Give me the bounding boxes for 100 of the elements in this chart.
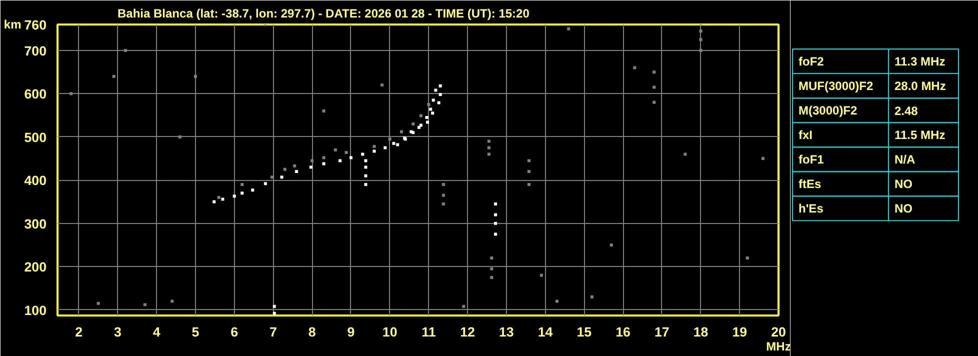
point <box>338 159 342 162</box>
point <box>761 157 764 160</box>
point <box>372 144 376 148</box>
point <box>699 29 702 32</box>
y-tick-label: 300 <box>24 216 47 232</box>
point <box>490 276 494 279</box>
point <box>746 256 749 260</box>
point <box>434 88 438 92</box>
point <box>490 267 494 270</box>
x-tick-label: 17 <box>654 324 670 340</box>
point <box>590 295 594 298</box>
category-label: fxI <box>798 128 813 142</box>
point <box>194 74 197 78</box>
point <box>438 84 442 88</box>
point <box>349 156 352 160</box>
point <box>264 182 267 186</box>
text: 11.3 MHz <box>894 54 946 68</box>
y-tick-label: 200 <box>24 260 47 275</box>
category-label: M(3000)F2 <box>798 103 858 118</box>
point <box>322 156 326 160</box>
point <box>699 48 702 52</box>
point <box>633 66 636 70</box>
x-tick-label: 12 <box>460 324 475 340</box>
point <box>212 200 216 204</box>
point <box>178 135 182 138</box>
point <box>442 194 445 197</box>
category-label: foF1 <box>798 152 824 166</box>
point <box>684 152 687 156</box>
point <box>699 38 702 42</box>
point <box>240 182 244 186</box>
point <box>295 170 298 174</box>
x-tick-label: 5 <box>192 324 200 340</box>
point <box>462 304 466 308</box>
point <box>124 48 128 52</box>
point <box>364 159 368 162</box>
point <box>380 84 384 87</box>
point <box>494 232 498 236</box>
x-tick-label: 4 <box>152 324 161 340</box>
x-tick-label: 8 <box>308 324 316 340</box>
point <box>170 300 174 303</box>
point <box>426 120 430 124</box>
point <box>442 202 445 206</box>
x-tick-label: 13 <box>499 324 514 340</box>
point <box>487 152 490 156</box>
point <box>344 150 348 154</box>
text: NO <box>894 201 912 216</box>
point <box>384 146 387 150</box>
y-tick-label: 760 <box>24 18 47 32</box>
point <box>293 164 296 168</box>
point <box>372 150 376 153</box>
y-tick-label: 100 <box>24 302 47 318</box>
point <box>432 98 435 102</box>
point <box>364 182 368 186</box>
text: 2.48 <box>894 104 918 118</box>
point <box>527 159 530 162</box>
point <box>310 159 314 162</box>
point <box>490 256 494 260</box>
point <box>494 213 498 216</box>
point <box>217 196 220 199</box>
point <box>429 108 432 111</box>
point <box>364 174 368 178</box>
x-tick-label: 3 <box>114 324 122 340</box>
point <box>419 114 422 118</box>
point <box>232 194 236 198</box>
x-tick-label: 11 <box>422 324 436 340</box>
x-tick-label: 14 <box>538 324 554 340</box>
point <box>221 198 224 201</box>
point <box>540 274 543 277</box>
chart-title: Bahia Blanca (lat: -38.7, lon: 297.7) - DATE: 2026 01 28 - TIME (UT): 15:20 <box>118 6 530 20</box>
point <box>70 92 73 96</box>
point <box>427 102 430 106</box>
point <box>364 166 368 169</box>
x-tick-label: 16 <box>616 324 630 340</box>
point <box>240 192 244 195</box>
point <box>272 304 276 308</box>
point <box>361 152 364 156</box>
point <box>388 138 392 141</box>
point <box>322 162 326 166</box>
point <box>412 122 415 126</box>
category-label: MUF(3000)F2 <box>798 78 874 93</box>
point <box>112 74 116 78</box>
point <box>442 182 445 186</box>
point <box>567 27 570 30</box>
point <box>396 143 400 146</box>
point <box>309 166 312 169</box>
point <box>555 300 558 303</box>
point <box>419 124 422 127</box>
text: N/A <box>894 152 916 166</box>
point <box>143 303 146 306</box>
x-tick-label: 2 <box>75 324 83 340</box>
point <box>652 70 656 74</box>
point <box>610 244 613 247</box>
category-label: foF2 <box>798 54 824 68</box>
x-tick-label: 19 <box>732 324 748 340</box>
point <box>272 312 276 315</box>
point <box>417 126 420 129</box>
point <box>652 100 656 104</box>
y-tick-label: 500 <box>24 130 47 145</box>
point <box>96 302 100 305</box>
point <box>652 86 656 89</box>
